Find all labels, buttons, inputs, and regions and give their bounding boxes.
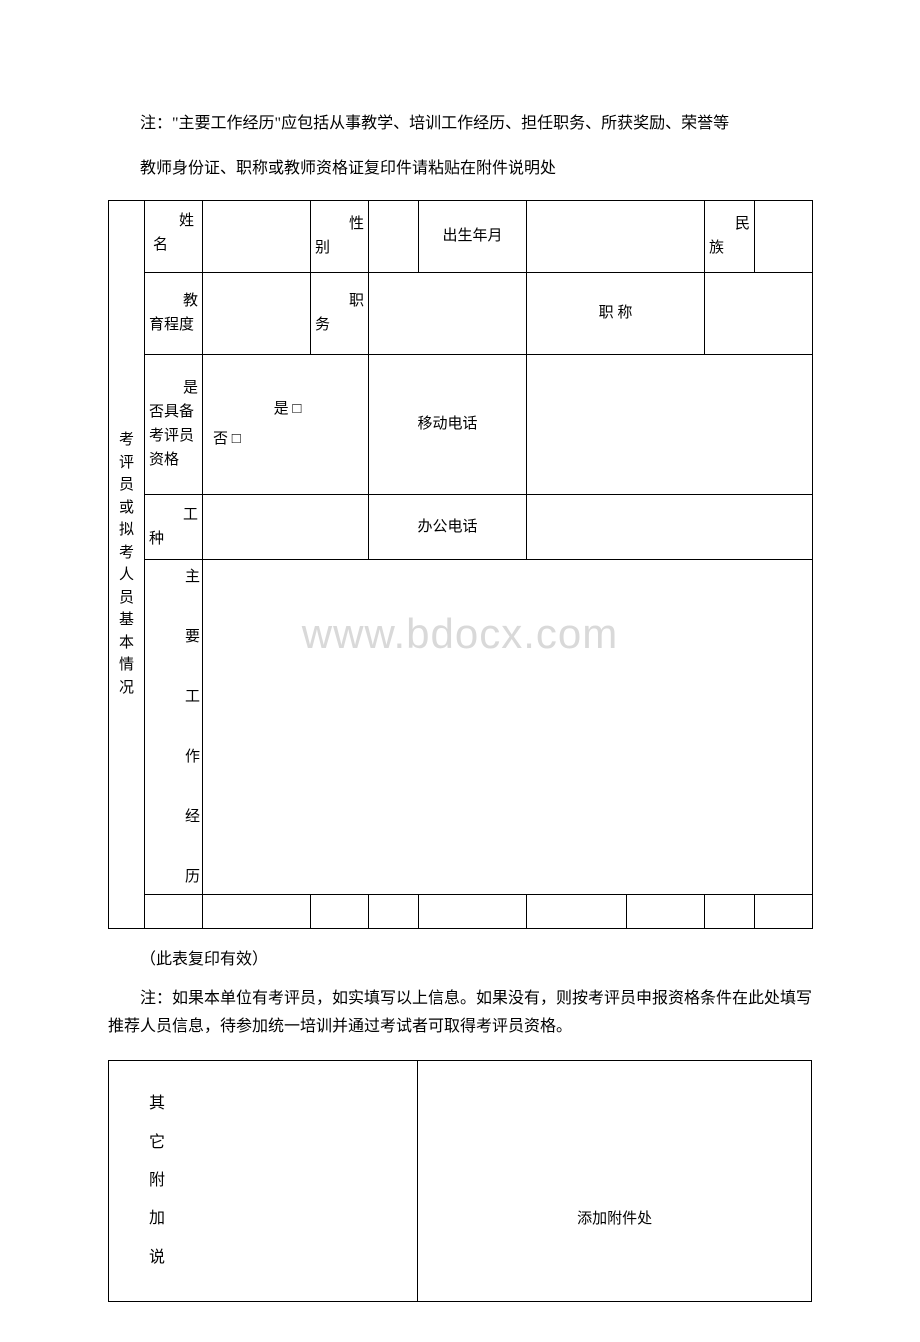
label-duty: 职 务 bbox=[311, 272, 369, 354]
attachment-table: 其它附加说 添加附件处 bbox=[108, 1060, 812, 1302]
row-empty bbox=[109, 894, 813, 928]
label-birth: 出生年月 bbox=[419, 200, 527, 272]
empty-cell bbox=[627, 894, 705, 928]
row-qualification: 是 否具备考评员资格 是 □ 否 □ 移动电话 bbox=[109, 354, 813, 494]
label-mobile: 移动电话 bbox=[369, 354, 527, 494]
empty-cell bbox=[311, 894, 369, 928]
input-title[interactable] bbox=[705, 272, 813, 354]
input-ethnic[interactable] bbox=[755, 200, 813, 272]
label-other-attachment: 其它附加说 bbox=[109, 1061, 418, 1302]
input-experience[interactable] bbox=[203, 559, 813, 894]
row-experience: 主要工作经历 bbox=[109, 559, 813, 894]
copy-valid-note: （此表复印有效） bbox=[108, 945, 812, 969]
input-office-phone[interactable] bbox=[527, 494, 813, 559]
input-education[interactable] bbox=[203, 272, 311, 354]
label-education: 教 育程度 bbox=[145, 272, 203, 354]
empty-cell bbox=[705, 894, 755, 928]
input-birth[interactable] bbox=[527, 200, 705, 272]
row-name: 考评员或拟考人员基本情况 姓 名 性 别 出生年月 民 族 bbox=[109, 200, 813, 272]
label-experience: 主要工作经历 bbox=[145, 559, 203, 894]
label-name: 姓 名 bbox=[145, 200, 203, 272]
label-worktype: 工 种 bbox=[145, 494, 203, 559]
note-2: 教师身份证、职称或教师资格证复印件请粘贴在附件说明处 bbox=[108, 155, 812, 184]
input-worktype[interactable] bbox=[203, 494, 369, 559]
side-label: 考评员或拟考人员基本情况 bbox=[109, 200, 145, 928]
input-qualification[interactable]: 是 □ 否 □ bbox=[203, 354, 369, 494]
empty-cell bbox=[145, 894, 203, 928]
main-form-table: 考评员或拟考人员基本情况 姓 名 性 别 出生年月 民 族 教 bbox=[108, 200, 813, 929]
empty-cell bbox=[369, 894, 419, 928]
input-duty[interactable] bbox=[369, 272, 527, 354]
attachment-area[interactable]: 添加附件处 bbox=[418, 1061, 812, 1302]
input-name[interactable] bbox=[203, 200, 311, 272]
row-education: 教 育程度 职 务 职 称 bbox=[109, 272, 813, 354]
empty-cell bbox=[419, 894, 527, 928]
input-gender[interactable] bbox=[369, 200, 419, 272]
note-3: 注：如果本单位有考评员，如实填写以上信息。如果没有，则按考评员申报资格条件在此处… bbox=[108, 985, 812, 1043]
label-office-phone: 办公电话 bbox=[369, 494, 527, 559]
label-title: 职 称 bbox=[527, 272, 705, 354]
label-ethnic: 民 族 bbox=[705, 200, 755, 272]
input-mobile[interactable] bbox=[527, 354, 813, 494]
empty-cell bbox=[755, 894, 813, 928]
label-gender: 性 别 bbox=[311, 200, 369, 272]
note-1: 注："主要工作经历"应包括从事教学、培训工作经历、担任职务、所获奖励、荣誉等 bbox=[108, 110, 812, 139]
row-worktype: 工 种 办公电话 bbox=[109, 494, 813, 559]
empty-cell bbox=[203, 894, 311, 928]
label-qualification: 是 否具备考评员资格 bbox=[145, 354, 203, 494]
empty-cell bbox=[527, 894, 627, 928]
